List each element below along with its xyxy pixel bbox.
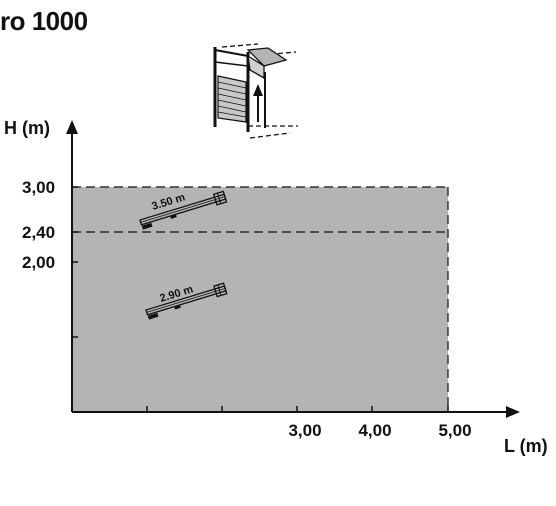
y-tick-label: 3,00 xyxy=(22,178,55,197)
page-title: ro 1000 xyxy=(0,6,88,36)
x-tick-label: 5,00 xyxy=(438,421,471,440)
y-axis-label: H (m) xyxy=(4,118,50,138)
y-tick-label: 2,40 xyxy=(22,223,55,242)
y-axis-arrow-icon xyxy=(66,120,78,134)
x-axis-arrow-icon xyxy=(506,406,520,418)
rail-290-illustration xyxy=(145,282,228,320)
rail-350-illustration xyxy=(139,190,228,230)
y-tick-label: 2,00 xyxy=(22,253,55,272)
x-axis-label: L (m) xyxy=(504,436,548,456)
garage-door-illustration xyxy=(213,43,298,139)
x-tick-label: 4,00 xyxy=(358,421,391,440)
x-tick-label: 3,00 xyxy=(288,421,321,440)
usable-area xyxy=(72,187,448,412)
